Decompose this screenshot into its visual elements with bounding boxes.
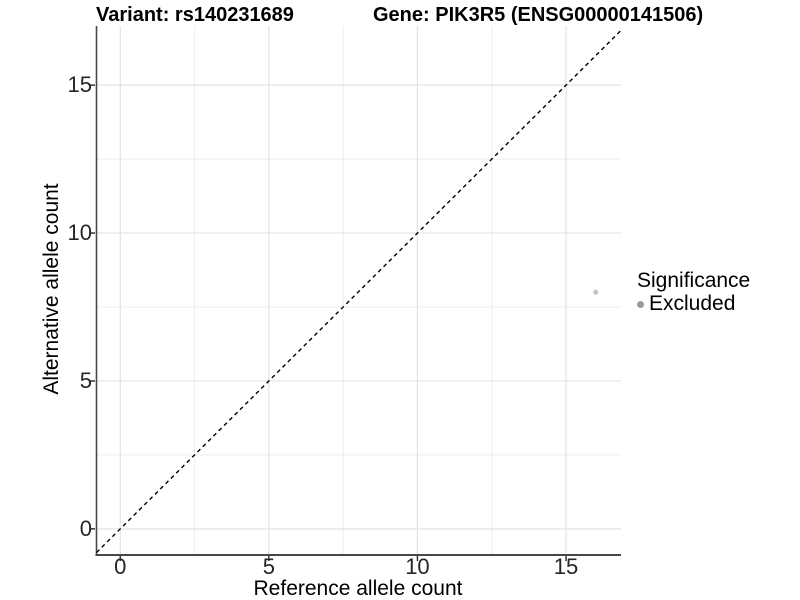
legend-title: Significance <box>637 269 751 292</box>
plot-title-variant: Variant: rs140231689 <box>96 4 294 26</box>
x-axis-title: Reference allele count <box>253 577 463 600</box>
legend-item-excluded: Excluded <box>637 292 750 316</box>
identity-line <box>96 29 622 554</box>
x-tick-label: 0 <box>114 554 127 579</box>
x-tick-label: 10 <box>405 554 430 579</box>
x-tick-label: 5 <box>262 554 275 579</box>
y-tick-label: 0 <box>79 515 92 541</box>
y-tick-label: 5 <box>79 367 92 393</box>
x-tick-label: 15 <box>553 554 579 579</box>
legend: Significance Excluded <box>637 269 750 316</box>
legend-point-icon <box>637 300 644 308</box>
y-tick-label: 15 <box>67 72 92 98</box>
legend-item-label: Excluded <box>649 292 736 315</box>
y-tick-label: 10 <box>67 220 92 246</box>
y-axis-title: Alternative allele count <box>40 183 63 395</box>
data-point <box>593 289 599 295</box>
plot-title-gene: Gene: PIK3R5 (ENSG00000141506) <box>373 4 704 26</box>
